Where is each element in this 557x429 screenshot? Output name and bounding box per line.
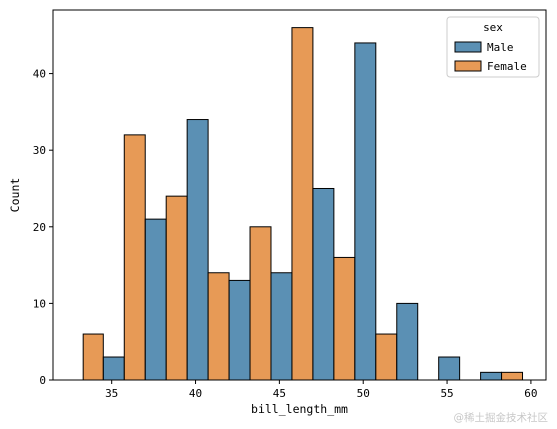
x-tick-label: 50: [357, 387, 370, 400]
x-tick-label: 35: [105, 387, 118, 400]
bar-male-bin-7: [354, 42, 377, 381]
plot-frame: [52, 9, 547, 381]
bar-female-bin-5: [291, 27, 314, 381]
bar-female-bin-0: [82, 333, 104, 381]
bar-female-bin-1: [123, 134, 146, 381]
y-tick-label: 0: [39, 374, 46, 387]
axes-layer: 35 40 45 50 55 60 0 10 20 30 40 bill_length_mm Count: [8, 9, 547, 416]
bars-layer: [82, 27, 524, 381]
y-tick-label: 10: [33, 297, 46, 310]
y-tick-label: 30: [33, 144, 46, 157]
bar-male-bin-3: [186, 119, 209, 381]
legend-swatch-male: [454, 41, 482, 53]
bar-male-bin-1: [102, 356, 125, 381]
x-tick-label: 55: [440, 387, 453, 400]
bar-male-bin-5: [270, 272, 293, 381]
bar-male-bin-6: [312, 187, 335, 381]
bar-female-bin-6: [333, 256, 356, 381]
bar-male-bin-10: [480, 371, 503, 381]
bar-female-bin-10: [501, 371, 524, 381]
bar-male-bin-9: [438, 356, 461, 381]
bar-female-bin-3: [207, 272, 230, 381]
legend: sex Male Female: [446, 16, 540, 78]
legend-label-female: Female: [487, 60, 527, 73]
legend-label-male: Male: [487, 41, 514, 54]
bar-male-bin-4: [228, 279, 251, 381]
x-axis-label: bill_length_mm: [251, 402, 348, 416]
x-tick-label: 45: [273, 387, 286, 400]
x-tick-label: 60: [524, 387, 537, 400]
y-tick-label: 20: [33, 221, 46, 234]
bar-female-bin-4: [249, 226, 272, 381]
y-tick-label: 40: [33, 68, 46, 81]
watermark-text: @稀土掘金技术社区: [454, 411, 549, 424]
legend-title: sex: [483, 21, 503, 34]
legend-swatch-female: [454, 60, 482, 72]
bar-female-bin-7: [375, 333, 398, 381]
y-axis-label: Count: [8, 178, 22, 213]
bar-male-bin-2: [144, 218, 167, 381]
bar-female-bin-2: [165, 195, 188, 381]
x-tick-label: 40: [189, 387, 202, 400]
bar-male-bin-8: [396, 302, 419, 381]
